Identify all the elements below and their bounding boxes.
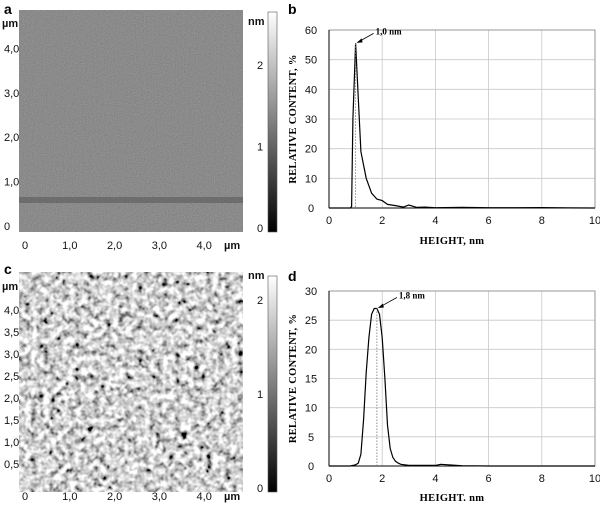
afm-image-c: µm µm nm 0 1,0 2,0 3,0 4,0 0,5 1,0 1,5 2,0 2,5 3,0… <box>2 270 278 503</box>
y-tick-label-a: 0 <box>4 221 10 233</box>
x-tick-label-c: 1,0 <box>62 491 77 503</box>
panel-label-c: c <box>4 261 12 277</box>
y-tick-label-c: 1,0 <box>4 437 19 449</box>
x-tick-label-a: 4,0 <box>197 240 212 252</box>
y-tick-label: 50 <box>305 55 317 67</box>
colorbar-tick-label-c: 1 <box>257 389 263 401</box>
panel-label-a: a <box>4 1 12 17</box>
colorbar-a <box>267 11 278 233</box>
x-tick-label: 10 <box>589 215 600 227</box>
x-tick-label: 0 <box>326 215 332 227</box>
x-unit-a: µm <box>224 240 240 252</box>
colorbar-c <box>267 275 278 493</box>
x-tick-label: 2 <box>379 473 385 485</box>
panel-label-d: d <box>288 268 297 284</box>
x-axis-title: HEIGHT. nm <box>420 493 485 504</box>
colorbar-unit-c: nm <box>248 270 265 282</box>
x-tick-label-a: 0 <box>22 240 28 252</box>
y-tick-label-c: 3,0 <box>4 349 19 361</box>
x-tick-label: 6 <box>486 215 492 227</box>
y-tick-label-a: 1,0 <box>4 177 19 189</box>
x-tick-label-a: 1,0 <box>62 240 77 252</box>
peak-annotation: 1,8 nm <box>399 291 426 301</box>
y-tick-label: 10 <box>305 173 317 185</box>
x-axis-title: HEIGHT, nm <box>420 236 485 247</box>
colorbar-tick-label-a: 2 <box>257 60 263 72</box>
colorbar-tick-label-c: 2 <box>257 295 263 307</box>
colorbar-tick-label-a: 0 <box>257 223 263 235</box>
y-tick-label: 30 <box>305 286 317 298</box>
y-tick-label-a: 3,0 <box>4 88 19 100</box>
annotation-arrowhead <box>377 303 384 308</box>
y-tick-label-c: 1,5 <box>4 415 19 427</box>
histogram-chart-d: 0 2 4 6 8 10 0 5 10 15 20 25 30 HEIGHT. nm RELATIVE CO… <box>288 286 600 504</box>
panel-label-b: b <box>288 1 297 17</box>
series-line-d-0 <box>329 307 595 467</box>
series-line-b-0 <box>329 43 596 209</box>
x-tick-label: 10 <box>589 473 600 485</box>
y-tick-label: 25 <box>305 315 317 327</box>
x-tick-label-c: 0 <box>22 491 28 503</box>
y-tick-label-c: 0,5 <box>4 459 19 471</box>
y-tick-label-c: 4,0 <box>4 305 19 317</box>
y-tick-label-a: 4,0 <box>4 43 19 55</box>
y-tick-label-c: 2,5 <box>4 371 19 383</box>
afm-surface-a <box>19 10 243 232</box>
x-tick-label: 8 <box>539 473 545 485</box>
x-tick-label-c: 3,0 <box>152 491 167 503</box>
x-tick-label: 8 <box>539 215 545 227</box>
y-tick-label: 0 <box>308 461 314 473</box>
y-tick-label: 0 <box>308 203 314 215</box>
colorbar-unit-a: nm <box>248 16 265 28</box>
x-tick-label-c: 2,0 <box>107 491 122 503</box>
y-tick-label-c: 3,5 <box>4 327 19 339</box>
x-tick-label: 6 <box>486 473 492 485</box>
x-tick-label-a: 3,0 <box>152 240 167 252</box>
y-axis-title: RELATIVE CONTENT, % <box>288 314 299 443</box>
x-tick-label-c: 4,0 <box>197 491 212 503</box>
y-tick-label: 40 <box>305 84 317 96</box>
y-tick-label: 20 <box>305 344 317 356</box>
x-tick-label: 2 <box>379 215 385 227</box>
colorbar-tick-label-a: 1 <box>257 142 263 154</box>
y-tick-label: 15 <box>305 374 317 386</box>
afm-image-a: µm µm nm 0 1,0 2,0 3,0 4,0 0 1,0 2,0 3,0 4,0 0 1 2 <box>2 10 278 252</box>
y-axis-title: RELATIVE CONTENT, % <box>288 54 299 183</box>
y-tick-label: 5 <box>308 432 314 444</box>
y-tick-label: 20 <box>305 144 317 156</box>
annotation-arrowhead <box>356 38 363 43</box>
afm-stripe-a <box>19 197 243 203</box>
y-tick-label-c: 2,0 <box>4 393 19 405</box>
x-tick-label: 4 <box>432 473 438 485</box>
y-unit-c: µm <box>2 281 18 293</box>
y-tick-label: 30 <box>305 114 317 126</box>
peak-annotation: 1,0 nm <box>376 26 403 36</box>
afm-surface-c <box>19 272 243 492</box>
y-unit-a: µm <box>2 18 18 30</box>
colorbar-tick-label-c: 0 <box>257 483 263 495</box>
x-tick-label: 0 <box>326 473 332 485</box>
afm-ticks-c: 0 1,0 2,0 3,0 4,0 0,5 1,0 1,5 2,0 2,5 3,0 3,5 4,0 0 1 2 <box>4 295 263 503</box>
y-tick-label-a: 2,0 <box>4 132 19 144</box>
histogram-chart-b: 0 2 4 6 8 10 0 10 20 30 40 50 60 HEIGHT, nm RELATIVE C… <box>288 25 600 247</box>
x-tick-label: 4 <box>432 215 438 227</box>
y-tick-label: 10 <box>305 403 317 415</box>
x-unit-c: µm <box>224 491 240 503</box>
y-tick-label: 60 <box>305 25 317 37</box>
afm-ticks-a: 0 1,0 2,0 3,0 4,0 0 1,0 2,0 3,0 4,0 0 1 2 <box>4 43 263 252</box>
x-tick-label-a: 2,0 <box>107 240 122 252</box>
